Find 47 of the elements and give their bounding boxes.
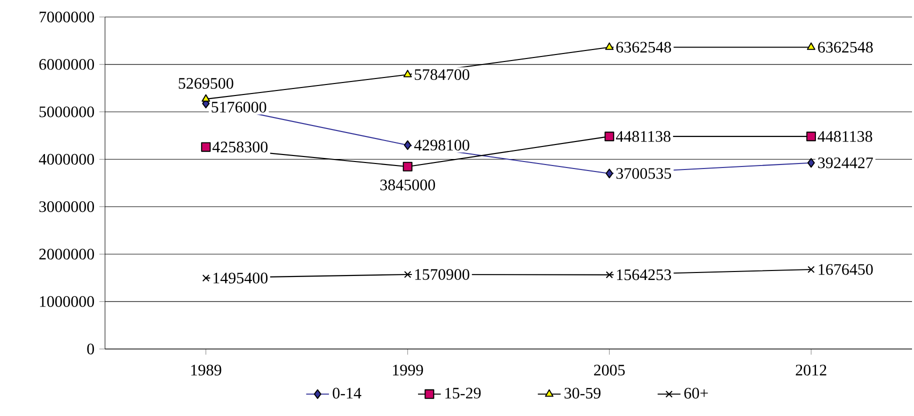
data-label: 3700535: [616, 168, 672, 179]
data-label: 3845000: [380, 180, 436, 190]
point: [606, 271, 613, 278]
y-tick-label: 3000000: [39, 201, 94, 212]
point: [201, 142, 211, 152]
point: [404, 140, 412, 150]
legend-label: 15-29: [445, 388, 481, 399]
data-label: 1570900: [415, 269, 470, 280]
data-label: 5176000: [212, 102, 266, 113]
point: [403, 70, 412, 78]
point: [402, 162, 412, 172]
data-label: 4298100: [414, 140, 470, 151]
point: [605, 42, 614, 50]
y-tick-label: 7000000: [40, 12, 94, 22]
y-tick-label: 6000000: [39, 59, 94, 70]
data-label: 4481138: [818, 131, 872, 142]
y-tick-label: 4000000: [38, 154, 94, 165]
data-label: 3924427: [818, 157, 873, 168]
data-label: 6362548: [818, 42, 873, 53]
point: [807, 158, 815, 168]
x-tick-label: 2012: [796, 364, 826, 376]
data-label: 5269500: [178, 78, 234, 89]
data-label: 4258300: [212, 142, 268, 152]
point: [202, 94, 210, 102]
data-label: 1676450: [818, 264, 873, 275]
point: [606, 168, 614, 178]
point: [202, 274, 210, 282]
y-tick-label: 5000000: [40, 106, 94, 118]
legend-label: 60+: [684, 388, 708, 399]
legend-label: 0-14: [332, 388, 362, 399]
y-tick-label: 1000000: [40, 296, 94, 307]
legend-label: 30-59: [564, 388, 600, 399]
data-label: 4481138: [616, 131, 670, 142]
point: [808, 266, 815, 274]
y-tick-label: 0: [87, 344, 94, 354]
x-tick-label: 1999: [393, 364, 423, 376]
x-tick-label: 2005: [594, 364, 625, 376]
y-tick-label: 2000000: [39, 248, 94, 260]
point: [806, 42, 816, 50]
point: [806, 132, 816, 142]
x-tick-label: 1989: [191, 364, 222, 376]
data-label: 6362548: [616, 42, 672, 53]
point: [404, 270, 412, 278]
point: [604, 132, 614, 142]
data-label: 1495400: [214, 272, 268, 284]
data-label: 1564253: [617, 269, 672, 280]
data-label: 5784700: [414, 69, 470, 80]
